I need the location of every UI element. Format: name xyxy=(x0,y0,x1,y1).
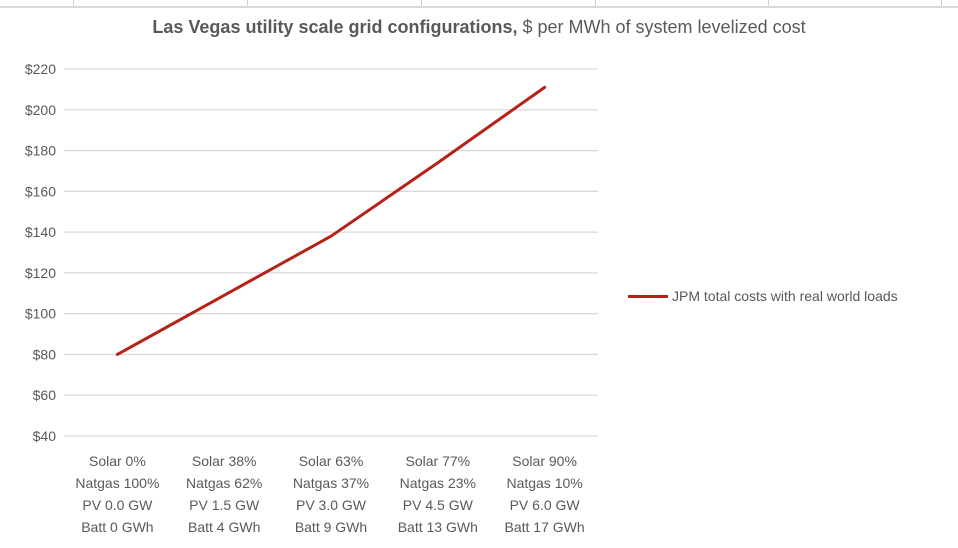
x-tick-label: PV 4.5 GW xyxy=(403,497,474,513)
x-tick-label: Solar 77% xyxy=(406,453,471,469)
x-tick-label: PV 1.5 GW xyxy=(189,497,260,513)
y-tick-label: $120 xyxy=(25,265,56,281)
spreadsheet-column-borders xyxy=(0,0,958,8)
x-tick-label: Batt 0 GWh xyxy=(81,519,153,535)
x-tick-label: Batt 17 GWh xyxy=(505,519,585,535)
series-line xyxy=(115,85,547,356)
x-tick-label: Natgas 23% xyxy=(400,475,476,491)
chart-title-bold: Las Vegas utility scale grid configurati… xyxy=(152,17,518,37)
legend-swatch xyxy=(628,294,668,298)
x-tick-label: PV 0.0 GW xyxy=(82,497,153,513)
x-tick-label: Solar 0% xyxy=(89,453,146,469)
x-tick-label: PV 6.0 GW xyxy=(510,497,581,513)
y-tick-label: $160 xyxy=(25,183,56,199)
y-tick-label: $60 xyxy=(33,387,57,403)
chart-title: Las Vegas utility scale grid configurati… xyxy=(0,17,958,38)
legend-label: JPM total costs with real world loads xyxy=(672,288,898,304)
y-tick-label: $100 xyxy=(25,306,56,322)
y-tick-label: $220 xyxy=(25,61,56,77)
y-tick-label: $140 xyxy=(25,224,56,240)
x-tick-label: Solar 63% xyxy=(299,453,364,469)
x-tick-label: PV 3.0 GW xyxy=(296,497,367,513)
x-tick-label: Natgas 37% xyxy=(293,475,369,491)
y-tick-label: $200 xyxy=(25,102,56,118)
x-tick-label: Natgas 62% xyxy=(186,475,262,491)
x-tick-label: Batt 13 GWh xyxy=(398,519,478,535)
x-tick-label: Natgas 10% xyxy=(506,475,582,491)
legend: JPM total costs with real world loads xyxy=(628,288,898,304)
y-tick-label: $80 xyxy=(33,346,57,362)
x-tick-label: Natgas 100% xyxy=(75,475,159,491)
y-tick-label: $180 xyxy=(25,143,56,159)
x-tick-label: Batt 4 GWh xyxy=(188,519,260,535)
y-tick-label: $40 xyxy=(33,428,57,444)
x-tick-label: Solar 90% xyxy=(512,453,577,469)
x-tick-label: Solar 38% xyxy=(192,453,257,469)
chart-title-rest: $ per MWh of system levelized cost xyxy=(517,17,806,37)
x-tick-label: Batt 9 GWh xyxy=(295,519,367,535)
